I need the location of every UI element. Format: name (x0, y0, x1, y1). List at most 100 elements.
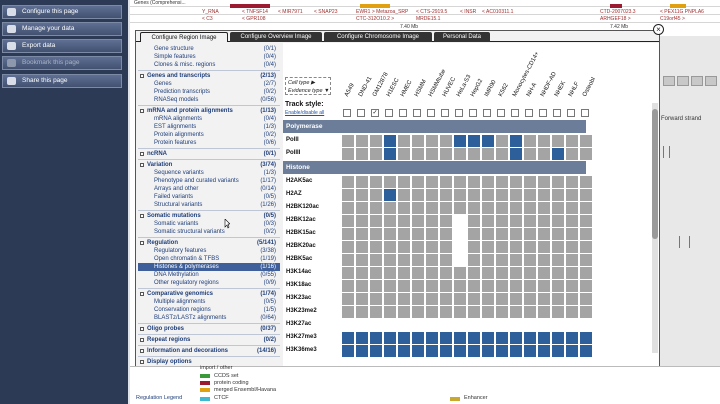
matrix-cell[interactable] (580, 319, 592, 331)
matrix-cell[interactable] (426, 148, 438, 160)
matrix-cell[interactable] (552, 215, 564, 227)
matrix-cell[interactable] (370, 202, 382, 214)
matrix-cell[interactable] (496, 345, 508, 357)
matrix-cell[interactable] (440, 215, 452, 227)
matrix-cell[interactable] (454, 135, 466, 147)
matrix-cell[interactable] (356, 176, 368, 188)
matrix-cell[interactable] (496, 254, 508, 266)
matrix-cell[interactable] (426, 135, 438, 147)
matrix-cell[interactable] (510, 228, 522, 240)
matrix-cell[interactable] (398, 345, 410, 357)
matrix-cell[interactable] (454, 241, 466, 253)
matrix-cell[interactable] (566, 215, 578, 227)
matrix-cell[interactable] (566, 345, 578, 357)
matrix-cell[interactable] (398, 189, 410, 201)
matrix-cell[interactable] (440, 189, 452, 201)
matrix-cell[interactable] (580, 332, 592, 344)
matrix-cell[interactable] (384, 228, 396, 240)
column-toggle-checkbox[interactable] (525, 109, 533, 117)
matrix-cell[interactable] (496, 267, 508, 279)
column-toggle-checkbox[interactable] (567, 109, 575, 117)
matrix-cell[interactable] (538, 135, 550, 147)
menu-item[interactable]: Structural variants (1/26) (138, 201, 280, 209)
matrix-cell[interactable] (566, 189, 578, 201)
matrix-cell[interactable] (552, 345, 564, 357)
matrix-cell[interactable] (482, 293, 494, 305)
matrix-cell[interactable] (412, 345, 424, 357)
matrix-cell[interactable] (580, 306, 592, 318)
matrix-cell[interactable] (468, 215, 480, 227)
matrix-cell[interactable] (384, 176, 396, 188)
column-toggle-checkbox[interactable] (553, 109, 561, 117)
column-toggle-checkbox[interactable]: ✓ (371, 109, 379, 117)
matrix-cell[interactable] (342, 306, 354, 318)
menu-item[interactable]: Other regulatory regions (0/9) (138, 279, 280, 287)
export-data-button[interactable]: Export data (2, 39, 122, 53)
column-toggle-checkbox[interactable] (539, 109, 547, 117)
matrix-cell[interactable] (426, 189, 438, 201)
column-toggle-checkbox[interactable] (497, 109, 505, 117)
matrix-cell[interactable] (538, 267, 550, 279)
matrix-cell[interactable] (440, 345, 452, 357)
matrix-cell[interactable] (510, 176, 522, 188)
matrix-cell[interactable] (468, 254, 480, 266)
column-toggle-checkbox[interactable] (441, 109, 449, 117)
matrix-cell[interactable] (342, 332, 354, 344)
scroll-left-button[interactable] (663, 76, 675, 86)
menu-item[interactable]: Sequence variants (1/3) (138, 169, 280, 177)
menu-item[interactable]: Gene structure (0/1) (138, 45, 280, 53)
matrix-cell[interactable] (412, 202, 424, 214)
matrix-cell[interactable] (356, 306, 368, 318)
matrix-cell[interactable] (552, 319, 564, 331)
matrix-cell[interactable] (356, 293, 368, 305)
matrix-cell[interactable] (426, 215, 438, 227)
matrix-cell[interactable] (412, 293, 424, 305)
matrix-cell[interactable] (538, 293, 550, 305)
matrix-cell[interactable] (342, 241, 354, 253)
matrix-cell[interactable] (356, 280, 368, 292)
matrix-cell[interactable] (356, 319, 368, 331)
matrix-cell[interactable] (370, 148, 382, 160)
matrix-cell[interactable] (482, 241, 494, 253)
matrix-cell[interactable] (496, 332, 508, 344)
matrix-cell[interactable] (510, 189, 522, 201)
menu-item[interactable]: Prediction transcripts (0/2) (138, 88, 280, 96)
matrix-cell[interactable] (468, 135, 480, 147)
matrix-cell[interactable] (356, 254, 368, 266)
matrix-cell[interactable] (566, 241, 578, 253)
menu-category[interactable]: Display options (138, 358, 280, 366)
matrix-cell[interactable] (440, 176, 452, 188)
matrix-cell[interactable] (468, 202, 480, 214)
column-toggle-checkbox[interactable] (511, 109, 519, 117)
matrix-cell[interactable] (454, 332, 466, 344)
menu-item[interactable]: EST alignments (1/3) (138, 123, 280, 131)
matrix-cell[interactable] (580, 280, 592, 292)
matrix-cell[interactable] (566, 176, 578, 188)
matrix-cell[interactable] (384, 293, 396, 305)
menu-item[interactable]: Arrays and other (0/14) (138, 185, 280, 193)
matrix-cell[interactable] (468, 280, 480, 292)
tab-chromosome-image[interactable]: Configure Chromosome Image (324, 32, 432, 42)
matrix-cell[interactable] (370, 254, 382, 266)
matrix-cell[interactable] (538, 332, 550, 344)
column-toggle-checkbox[interactable] (413, 109, 421, 117)
matrix-cell[interactable] (454, 267, 466, 279)
matrix-cell[interactable] (510, 319, 522, 331)
menu-item[interactable]: RNASeq models (0/56) (138, 96, 280, 104)
matrix-cell[interactable] (398, 319, 410, 331)
menu-item[interactable]: Clones & misc. regions (0/4) (138, 61, 280, 69)
matrix-cell[interactable] (482, 189, 494, 201)
matrix-cell[interactable] (426, 293, 438, 305)
matrix-cell[interactable] (482, 267, 494, 279)
matrix-cell[interactable] (552, 306, 564, 318)
matrix-cell[interactable] (440, 148, 452, 160)
menu-item[interactable]: DNA Methylation (0/55) (138, 271, 280, 279)
matrix-cell[interactable] (412, 332, 424, 344)
menu-category[interactable]: Somatic mutations (0/5) (138, 212, 280, 220)
matrix-cell[interactable] (580, 293, 592, 305)
matrix-cell[interactable] (510, 135, 522, 147)
matrix-cell[interactable] (580, 241, 592, 253)
matrix-cell[interactable] (510, 280, 522, 292)
menu-category[interactable]: Repeat regions (0/2) (138, 336, 280, 344)
matrix-cell[interactable] (426, 332, 438, 344)
